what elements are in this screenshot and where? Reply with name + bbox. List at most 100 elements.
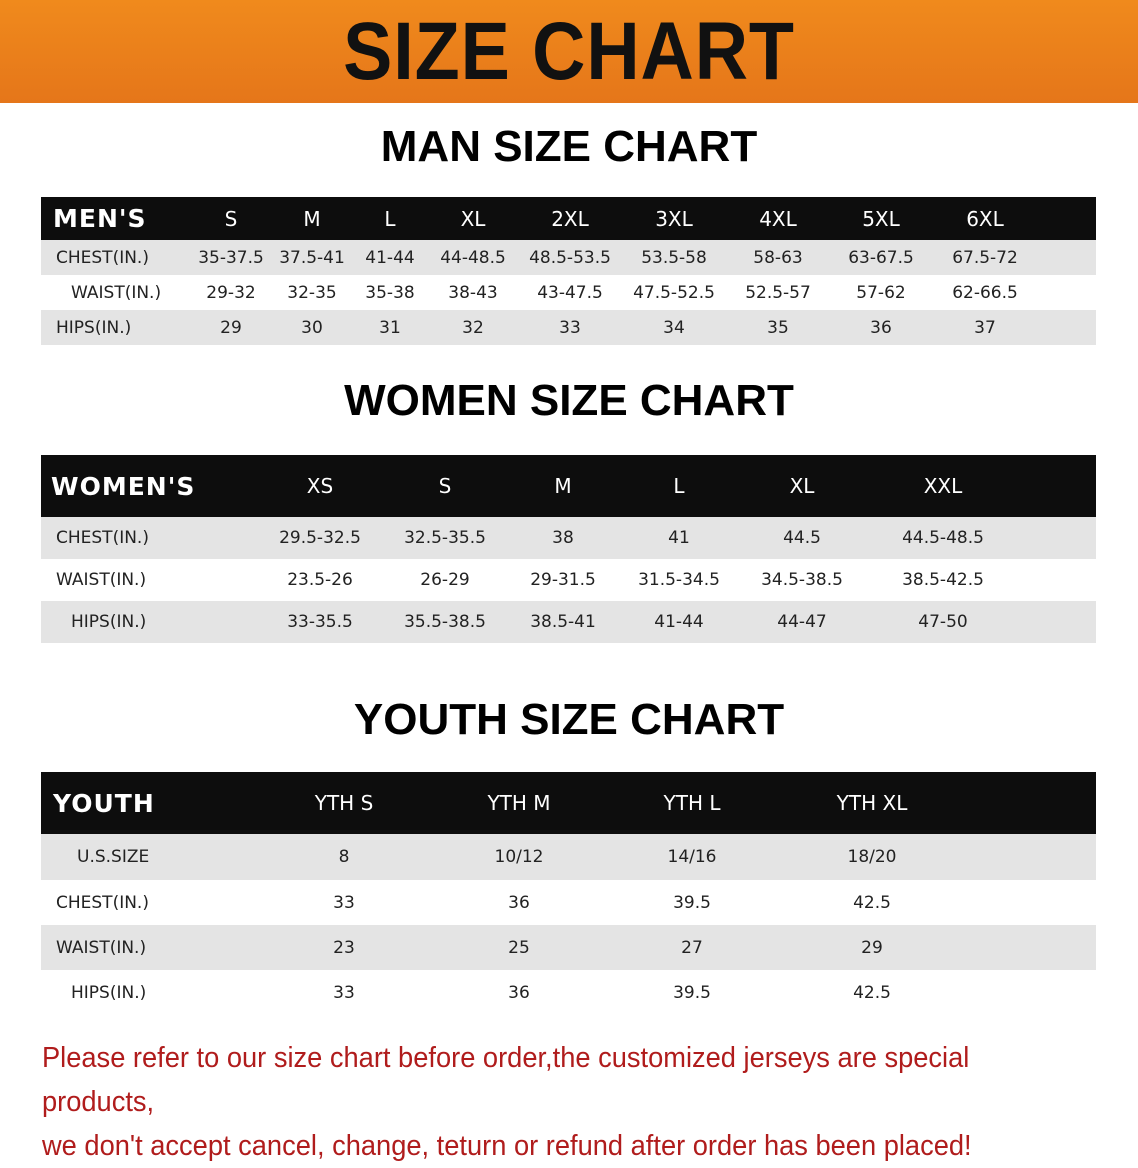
measurement-cell: 38 xyxy=(552,528,574,548)
measurement-cell: 35.5-38.5 xyxy=(404,612,486,632)
measurement-cell: 34.5-38.5 xyxy=(761,570,843,590)
measurement-cell: 10/12 xyxy=(494,847,544,867)
measurement-cell: 44.5 xyxy=(783,528,821,548)
row-label: HIPS(IN.) xyxy=(71,982,147,1003)
measurement-cell: 29-32 xyxy=(206,282,256,303)
measurement-cell: 14/16 xyxy=(667,847,717,867)
measurement-cell: 32 xyxy=(462,317,484,338)
size-header: L xyxy=(384,206,396,231)
size-header: L xyxy=(673,474,685,498)
measurement-cell: 53.5-58 xyxy=(641,247,707,268)
measurement-cell: 38-43 xyxy=(448,282,498,303)
banner: SIZE CHART xyxy=(0,0,1138,103)
table-row: CHEST(IN.) 29.5-32.5 32.5-35.5 38 41 44.5 44.5… xyxy=(41,517,1096,559)
measurement-cell: 41 xyxy=(668,528,690,548)
measurement-cell: 44-47 xyxy=(777,612,827,632)
measurement-cell: 47-50 xyxy=(918,612,968,632)
measurement-cell: 33 xyxy=(333,892,355,913)
measurement-cell: 41-44 xyxy=(654,612,704,632)
measurement-cell: 63-67.5 xyxy=(848,247,914,268)
measurement-cell: 57-62 xyxy=(856,282,906,303)
measurement-cell: 38.5-41 xyxy=(530,612,596,632)
size-header: YTH M xyxy=(487,791,551,815)
size-header: 6XL xyxy=(966,206,1004,231)
measurement-cell: 30 xyxy=(301,317,323,338)
measurement-cell: 37 xyxy=(974,317,996,338)
youth-size-table: YOUTH YTH S YTH M YTH L YTH XL U.S.SIZE 8 10/12… xyxy=(41,772,1096,1015)
order-notice-line-2: we don't accept cancel, change, teturn o… xyxy=(42,1130,972,1162)
size-header: 4XL xyxy=(759,206,797,231)
size-header: YTH XL xyxy=(836,791,908,815)
size-header: XXL xyxy=(923,474,963,498)
men-title: MAN SIZE CHART xyxy=(380,122,758,171)
measurement-cell: 44-48.5 xyxy=(440,247,506,268)
measurement-cell: 43-47.5 xyxy=(537,282,603,303)
size-header: YTH S xyxy=(314,791,374,815)
measurement-cell: 67.5-72 xyxy=(952,247,1018,268)
banner-title: SIZE CHART xyxy=(343,5,795,97)
measurement-cell: 36 xyxy=(870,317,892,338)
size-header: XS xyxy=(306,474,334,498)
table-row: WAIST(IN.) 29-32 32-35 35-38 38-43 43-47.5 47.… xyxy=(41,275,1096,310)
table-row: WAIST(IN.) 23 25 27 29 xyxy=(41,925,1096,970)
measurement-cell: 52.5-57 xyxy=(745,282,811,303)
measurement-cell: 39.5 xyxy=(673,982,711,1003)
size-header: 5XL xyxy=(862,206,900,231)
measurement-cell: 33 xyxy=(333,982,355,1003)
women-title: WOMEN SIZE CHART xyxy=(344,376,794,425)
row-label: HIPS(IN.) xyxy=(56,317,132,338)
header-row: MEN'S S M L XL 2XL 3XL 4XL 5XL 6XL xyxy=(41,197,1096,240)
table-label: YOUTH xyxy=(53,788,155,818)
measurement-cell: 47.5-52.5 xyxy=(633,282,715,303)
measurement-cell: 31.5-34.5 xyxy=(638,570,720,590)
table-row: HIPS(IN.) 33 36 39.5 42.5 xyxy=(41,970,1096,1015)
order-notice-line-1: Please refer to our size chart before or… xyxy=(42,1042,970,1118)
measurement-cell: 42.5 xyxy=(853,982,891,1003)
size-header: 2XL xyxy=(551,206,589,231)
measurement-cell: 33-35.5 xyxy=(287,612,353,632)
measurement-cell: 35-37.5 xyxy=(198,247,264,268)
row-label: CHEST(IN.) xyxy=(56,892,149,913)
measurement-cell: 44.5-48.5 xyxy=(902,528,984,548)
order-notice: Please refer to our size chart before or… xyxy=(42,1036,1057,1168)
measurement-cell: 29 xyxy=(861,937,883,958)
measurement-cell: 27 xyxy=(681,937,703,958)
measurement-cell: 32-35 xyxy=(287,282,337,303)
row-label: WAIST(IN.) xyxy=(71,282,162,303)
table-label: WOMEN'S xyxy=(51,471,196,501)
men-size-table: MEN'S S M L XL 2XL 3XL 4XL 5XL 6XL CHEST(IN.) 35-37… xyxy=(41,197,1096,345)
measurement-cell: 35 xyxy=(767,317,789,338)
size-header: S xyxy=(438,474,452,498)
size-header: 3XL xyxy=(655,206,693,231)
measurement-cell: 41-44 xyxy=(365,247,415,268)
measurement-cell: 29 xyxy=(220,317,242,338)
youth-title: YOUTH SIZE CHART xyxy=(353,695,785,744)
row-label: WAIST(IN.) xyxy=(56,937,147,958)
header-row: YOUTH YTH S YTH M YTH L YTH XL xyxy=(41,772,1096,834)
size-header: S xyxy=(224,206,238,231)
measurement-cell: 36 xyxy=(508,982,530,1003)
measurement-cell: 38.5-42.5 xyxy=(902,570,984,590)
measurement-cell: 18/20 xyxy=(847,847,897,867)
measurement-cell: 23 xyxy=(333,937,355,958)
size-header: XL xyxy=(789,474,815,498)
measurement-cell: 32.5-35.5 xyxy=(404,528,486,548)
size-header: YTH L xyxy=(663,791,721,815)
measurement-cell: 26-29 xyxy=(420,570,470,590)
table-label: MEN'S xyxy=(53,204,147,233)
measurement-cell: 29-31.5 xyxy=(530,570,596,590)
row-label: U.S.SIZE xyxy=(77,847,150,867)
measurement-cell: 25 xyxy=(508,937,530,958)
measurement-cell: 8 xyxy=(338,847,350,867)
measurement-cell: 29.5-32.5 xyxy=(279,528,361,548)
table-row: U.S.SIZE 8 10/12 14/16 18/20 xyxy=(41,834,1096,880)
table-row: CHEST(IN.) 35-37.5 37.5-41 41-44 44-48.5 48.5… xyxy=(41,240,1096,275)
table-row: HIPS(IN.) 33-35.5 35.5-38.5 38.5-41 41-44 44-… xyxy=(41,601,1096,643)
measurement-cell: 37.5-41 xyxy=(279,247,345,268)
row-label: CHEST(IN.) xyxy=(56,528,149,548)
measurement-cell: 23.5-26 xyxy=(287,570,353,590)
measurement-cell: 34 xyxy=(663,317,685,338)
row-label: WAIST(IN.) xyxy=(56,570,147,590)
measurement-cell: 33 xyxy=(559,317,581,338)
measurement-cell: 58-63 xyxy=(753,247,803,268)
